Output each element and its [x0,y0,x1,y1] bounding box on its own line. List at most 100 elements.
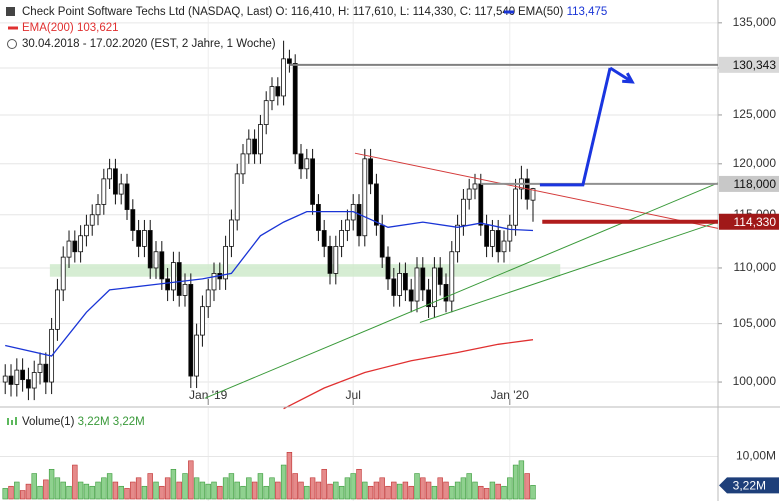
candle-body [269,86,275,102]
candle-body [443,283,449,302]
candle-body [362,158,368,237]
volume-bar [454,481,461,500]
volume-bar [170,468,177,500]
candle-body [171,262,176,291]
candle-body [258,124,263,155]
volume-bar [373,481,380,500]
candle-body [310,158,316,205]
candle-body [142,230,147,247]
volume-bar [437,477,443,500]
volume-bar [512,464,519,500]
volume-bar [344,477,351,500]
volume-bar [72,464,78,500]
volume-bar [524,473,530,500]
candle-body [472,183,478,190]
volume-bar [8,485,14,500]
ema-line [283,339,534,410]
volume-bar [257,473,264,500]
forecast-arrow [539,67,612,187]
volume-bar [275,481,281,500]
volume-bar [408,485,414,500]
candle-body [2,375,8,383]
volume-bar [478,485,484,500]
y-tick-label: 125,000 [733,107,777,121]
volume-bar [460,477,467,500]
candle-body [316,203,321,231]
candle-body [188,283,194,377]
legend-entry: EMA(50) 113,475 [518,6,607,18]
volume-bar [338,485,345,500]
volume-bar [280,464,287,500]
candle-body [229,219,234,247]
trendline [419,221,719,323]
candle-body [304,158,310,170]
candle-body [292,63,298,155]
candle-body [449,251,455,302]
volume-bar [425,481,432,500]
candle-body [31,372,37,389]
volume-bar [327,483,333,500]
candle-body [530,188,536,201]
candle-body [234,173,240,221]
title: Check Point Software Techs Ltd (NASDAQ, … [22,6,515,18]
ema-line [5,210,534,357]
level-tag [719,175,779,192]
level-tag [719,213,779,230]
volume-bar [315,481,322,500]
volume-bar [77,481,84,500]
volume-bar [112,481,119,500]
volume-bar [298,481,304,500]
volume-bar [159,485,165,500]
level-label: 130,343 [733,58,777,72]
volume-bar [54,477,61,500]
candle-body [159,251,165,280]
candle-body [95,203,101,216]
volume-bar [495,483,501,500]
y-tick-label: 135,000 [733,15,777,29]
volume-bar [367,485,374,500]
volume-bar [211,481,217,500]
volume-bar [130,481,136,500]
candle-body [356,203,362,237]
volume-bar [43,479,49,500]
candle-body [402,273,408,291]
volume-bar [420,477,426,500]
volume-bar [106,473,113,500]
volume-bar [60,481,66,500]
trendline [354,152,719,229]
candle-body [147,230,153,269]
candle-body [385,256,391,280]
candle-body [66,240,72,258]
volume-bar [95,481,101,500]
candle-body [176,262,182,296]
icon [6,7,15,16]
candle-body [8,375,14,385]
volume-bar [48,468,55,500]
candle-body [153,251,159,269]
volume-bar [304,485,310,500]
candle-body [182,283,188,296]
volume-bar [2,488,8,500]
volume-bar [385,485,391,500]
legend-entry: EMA(200) 103,621 [22,22,119,34]
volume-bar [530,485,536,500]
volume-bar [449,485,455,500]
candle-body [437,267,443,285]
candle-body [211,273,217,291]
volume-legend: Volume(1) 3,22M 3,22M [22,416,145,428]
volume-bar [25,483,32,500]
y-tick-label: 105,000 [733,316,777,330]
candle-body [513,188,518,226]
last-value-label: 3,22M [733,479,766,493]
y-tick-label: 110,000 [734,260,777,274]
volume-bar [356,468,362,500]
volume-bar [188,460,194,500]
volume-bar [246,477,252,500]
volume-bar [483,488,490,500]
arrow-head [609,66,635,84]
volume-bar [199,481,206,500]
candle-body [391,278,397,296]
x-tick-label: Jan '20 [491,388,530,402]
